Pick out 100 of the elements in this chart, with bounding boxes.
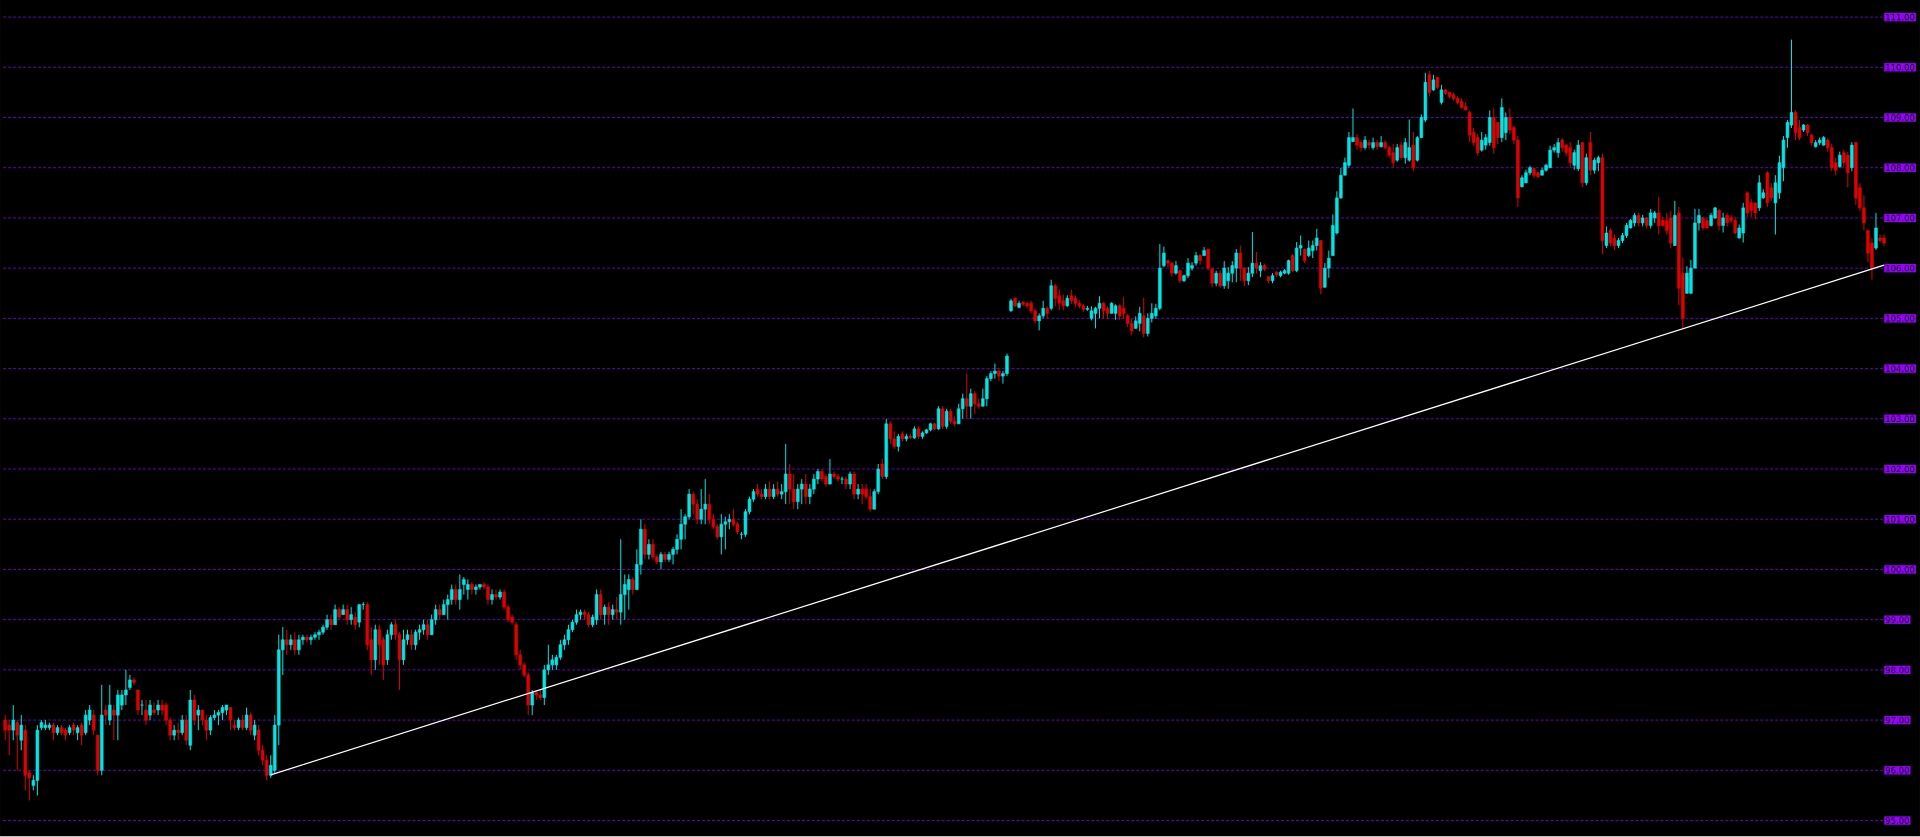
candlestick [812,473,816,495]
candlestick [651,539,655,561]
candlestick [19,714,23,751]
candlestick [703,478,707,525]
candlestick [647,539,651,561]
candlestick [104,704,108,726]
candlestick [1049,279,1053,312]
candlestick [1548,145,1552,169]
candlestick [856,483,860,500]
candlestick [108,684,112,726]
y-tick-label: 100.00 [1886,566,1915,573]
y-tick-label: 101.00 [1886,516,1915,523]
candlestick [723,516,728,551]
candlestick [788,463,792,505]
candlestick [1234,248,1238,283]
candlestick [313,631,317,641]
candlestick [1467,110,1472,143]
candlestick [566,624,571,646]
candlestick [1556,137,1560,159]
candlestick [136,689,140,716]
candlestick [466,579,470,601]
candlestick [1850,141,1854,172]
y-tick-label: 102.00 [1886,466,1915,473]
candlestick [15,719,19,772]
candlestick [144,699,148,726]
candlestick [1568,141,1572,169]
candlestick [112,704,116,741]
candlestick [792,473,796,510]
candlestick [1226,266,1230,290]
y-tick-label: 95.00 [1885,817,1909,824]
candlestick [804,473,808,505]
candlestick [140,699,144,716]
candlestick [985,375,989,407]
candlestick [11,704,15,741]
candlestick [1496,121,1500,145]
candlestick [1407,119,1411,163]
candlestick [1685,265,1689,295]
candlestick [888,421,893,445]
candlestick [1480,131,1484,153]
candlestick [993,363,997,380]
candlestick [868,488,872,513]
y-tick-label: 104.00 [1886,365,1915,372]
candlestick [7,719,11,756]
y-tick-label: 99.00 [1885,616,1909,624]
candlestick [329,614,333,631]
candlestick [598,589,603,621]
candlestick [305,634,309,643]
candlestick [1878,234,1882,244]
y-tick-label: 110.00 [1886,64,1915,71]
candlestick [377,624,382,666]
candlestick [248,712,253,736]
candlestick [317,629,321,641]
candlestick [719,513,724,556]
y-tick-label: 105.00 [1886,315,1915,322]
candlestick [1391,143,1395,169]
candlestick [1246,266,1251,286]
candlestick [619,539,623,626]
y-tick-label: 103.00 [1886,415,1915,423]
candlestick [679,508,683,551]
candlestick [180,714,184,736]
candlestick [623,574,627,621]
candlestick [450,584,454,606]
candlestick [333,604,337,626]
candlestick [1254,251,1259,275]
candlestick [1475,133,1480,157]
candlestick [973,390,977,415]
candlestick [852,471,856,500]
candlestick [1290,253,1295,273]
candlestick [345,604,349,626]
candlestick [796,483,800,510]
candlestick [969,388,973,420]
candlestick [1830,143,1834,172]
candlestick [1379,135,1383,149]
candlestick [1053,283,1057,307]
candlestick [615,596,619,621]
candlestick [1138,306,1142,333]
candlestick [606,601,611,626]
candlestick [293,631,297,656]
candlestick [707,493,711,525]
candlestick [458,574,462,611]
candlestick [1657,196,1661,236]
candlestick [1403,137,1407,165]
candlestick [1717,208,1721,232]
candlestick [961,393,965,420]
candlestick [1721,212,1725,234]
candlestick [627,574,631,611]
candlestick [1793,110,1798,141]
candlestick [297,634,301,656]
candlestick [530,689,534,716]
candlestick [1576,139,1580,172]
y-tick-label: 107.00 [1886,214,1915,222]
y-tick-label: 96.00 [1885,767,1909,774]
candlestick [944,408,949,430]
y-tick-label: 98.00 [1885,666,1909,674]
candlestick [413,629,418,651]
candlestick [1025,301,1029,310]
candlestick [152,702,156,716]
candlestick [192,694,196,726]
candlestick [1238,245,1243,282]
candlestick [965,373,969,420]
